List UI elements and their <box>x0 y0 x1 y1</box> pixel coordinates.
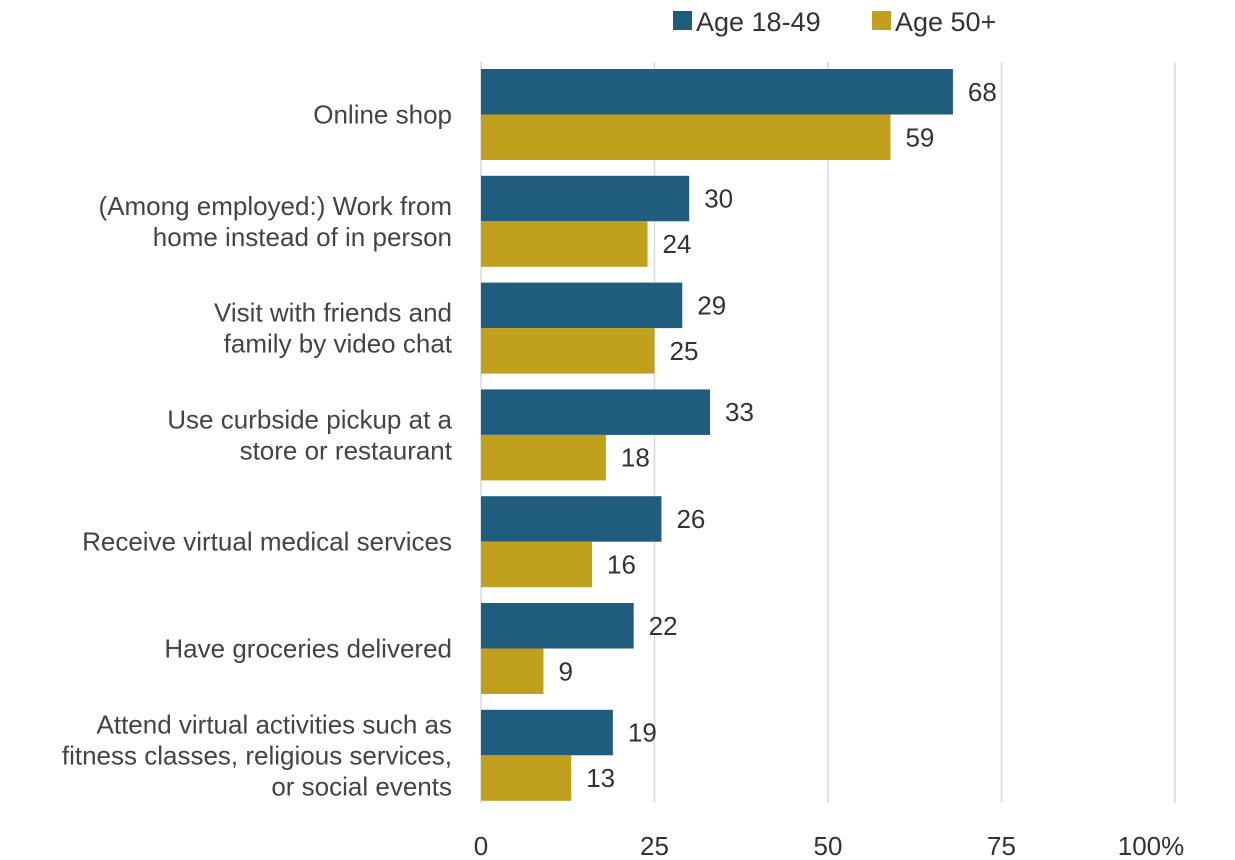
data-label: 9 <box>558 656 572 686</box>
bar <box>481 648 544 694</box>
bar <box>481 496 662 542</box>
category-label: (Among employed:) Work from home instead … <box>98 191 452 252</box>
x-tick-label: 50 <box>814 831 843 860</box>
bar <box>481 434 606 481</box>
data-label: 24 <box>663 229 692 259</box>
bar <box>481 282 683 329</box>
x-tick-label: 100% <box>1118 831 1185 860</box>
bars: 68 59 30 24 29 25 33 18 26 16 22 9 19 13 <box>481 69 997 801</box>
legend-swatch <box>673 11 692 30</box>
category-label: Receive virtual medical services <box>82 527 452 557</box>
bar <box>481 328 655 374</box>
x-tick-label: 75 <box>987 831 1016 860</box>
legend: Age 18-49 Age 50+ <box>673 7 996 37</box>
category-labels: Online shop (Among employed:) Work from ho… <box>62 100 453 802</box>
data-label: 30 <box>704 184 733 214</box>
data-label: 18 <box>621 443 650 473</box>
data-label: 59 <box>905 122 934 152</box>
legend-label: Age 50+ <box>895 7 996 37</box>
category-label: Use curbside pickup at a store or restaur… <box>167 404 452 465</box>
data-label: 33 <box>725 397 754 427</box>
x-tick-label: 0 <box>474 831 488 860</box>
x-axis-ticks: 0 25 50 75 100% <box>474 831 1184 860</box>
data-label: 25 <box>670 336 699 366</box>
bar <box>481 221 648 267</box>
category-label: Have groceries delivered <box>164 634 452 664</box>
data-label: 16 <box>607 549 636 579</box>
bar <box>481 175 690 222</box>
data-label: 19 <box>628 718 657 748</box>
data-label: 13 <box>586 763 615 793</box>
bar <box>481 709 613 756</box>
category-label: Attend virtual activities such as fitness… <box>62 709 452 801</box>
legend-label: Age 18-49 <box>696 7 821 37</box>
bar <box>481 114 891 160</box>
x-tick-label: 25 <box>640 831 669 860</box>
category-label: Online shop <box>313 100 452 130</box>
bar <box>481 755 572 801</box>
data-label: 26 <box>676 504 705 534</box>
data-label: 68 <box>968 77 997 107</box>
bar <box>481 603 634 649</box>
bar <box>481 389 711 435</box>
bar <box>481 69 953 115</box>
data-label: 22 <box>649 611 678 641</box>
legend-swatch <box>872 11 891 30</box>
category-label: Visit with friends and family by video ch… <box>214 298 453 359</box>
bar <box>481 541 593 588</box>
data-label: 29 <box>697 290 726 320</box>
